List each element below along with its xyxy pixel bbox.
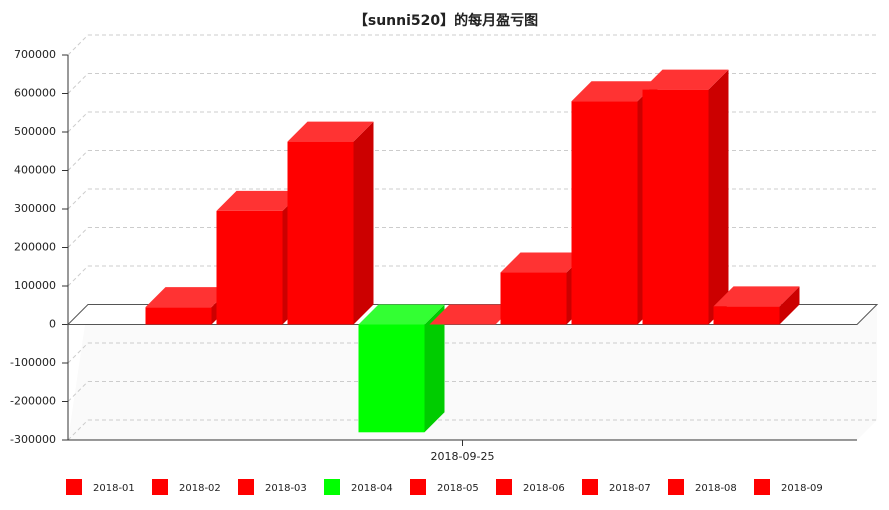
grid-line [67, 188, 89, 210]
x-tick-label: 2018-09-25 [431, 450, 495, 463]
bar-top [571, 81, 658, 102]
chart-title: 【sunni520】的每月盈亏图 [354, 12, 538, 29]
y-tick-label: -300000 [10, 433, 56, 446]
legend-label: 2018-02 [179, 483, 221, 494]
bar [287, 141, 354, 325]
bar [571, 101, 638, 325]
grid-line [67, 150, 89, 171]
back-wall [68, 304, 877, 440]
grid-line [67, 111, 89, 133]
y-tick-label: 400000 [14, 164, 56, 177]
bar [216, 210, 283, 325]
y-tick-label: 600000 [14, 87, 56, 100]
bar-top [287, 121, 374, 142]
bar-side [353, 121, 374, 325]
grid-line [67, 265, 89, 287]
y-tick-label: 700000 [14, 48, 56, 61]
grid-line [67, 227, 89, 248]
legend-swatch [410, 479, 426, 495]
legend-label: 2018-01 [93, 483, 135, 494]
grid-line [67, 73, 89, 94]
legend-label: 2018-09 [781, 483, 823, 494]
bar-top [429, 304, 516, 325]
legend-label: 2018-05 [437, 483, 479, 494]
y-tick-label: 500000 [14, 125, 56, 138]
bar-top [713, 286, 800, 307]
y-tick-label: -100000 [10, 356, 56, 369]
y-tick-label: 100000 [14, 279, 56, 292]
legend-swatch [582, 479, 598, 495]
bar [358, 324, 425, 433]
y-tick-label: 200000 [14, 241, 56, 254]
legend-label: 2018-03 [265, 483, 307, 494]
grid-line [67, 381, 89, 402]
legend-swatch [754, 479, 770, 495]
legend-label: 2018-08 [695, 483, 737, 494]
bar-top [358, 304, 445, 325]
grid-line [67, 342, 89, 364]
legend-swatch [66, 479, 82, 495]
legend-label: 2018-06 [523, 483, 565, 494]
legend-label: 2018-04 [351, 483, 393, 494]
y-tick-label: -200000 [10, 395, 56, 408]
bar-side [779, 286, 800, 325]
grid-line [67, 419, 89, 441]
legend-swatch [152, 479, 168, 495]
legend-swatch [238, 479, 254, 495]
y-tick-label: 300000 [14, 202, 56, 215]
bar-side [708, 69, 729, 325]
bar [500, 272, 567, 325]
bar [145, 307, 212, 325]
bar [713, 306, 780, 325]
bar-top [145, 287, 232, 308]
bar-side [424, 304, 445, 433]
legend-swatch [324, 479, 340, 495]
bar [642, 89, 709, 325]
bar-top [642, 69, 729, 90]
legend-swatch [668, 479, 684, 495]
grid-line [67, 34, 89, 56]
bar-top [500, 252, 587, 273]
legend-label: 2018-07 [609, 483, 651, 494]
legend-swatch [496, 479, 512, 495]
y-tick-label: 0 [49, 318, 56, 331]
bar-top [216, 190, 303, 211]
